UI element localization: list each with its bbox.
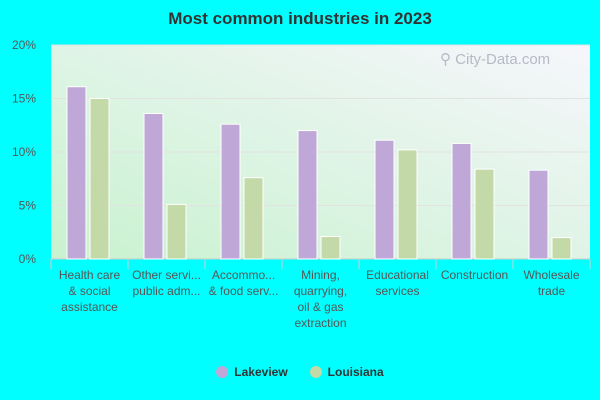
bar-louisiana <box>551 237 572 260</box>
bar-louisiana <box>243 177 264 260</box>
bar-lakeview <box>528 169 549 260</box>
x-category-label: Construction <box>441 268 508 282</box>
x-category-label: Educational <box>366 268 429 282</box>
x-category-label: oil & gas <box>297 300 343 314</box>
x-category-label: services <box>375 284 419 298</box>
x-category-label: & food serv... <box>209 284 279 298</box>
chart-title: Most common industries in 2023 <box>168 9 432 28</box>
x-category-label: assistance <box>61 300 118 314</box>
bar-louisiana <box>89 98 110 260</box>
legend-label: Lakeview <box>234 365 288 379</box>
x-category-label: Accommo... <box>212 268 275 282</box>
legend-swatch <box>309 366 322 378</box>
x-category-label: extraction <box>294 316 346 330</box>
legend: Lakeview Louisiana <box>0 365 600 379</box>
bar-louisiana <box>397 149 418 260</box>
y-tick-label: 15% <box>12 92 36 106</box>
x-category-label: Mining, <box>301 268 340 282</box>
legend-item-louisiana[interactable]: Louisiana <box>309 365 384 379</box>
x-category-label: public adm... <box>132 284 200 298</box>
bar-louisiana <box>166 203 187 260</box>
bar-lakeview <box>220 123 241 260</box>
x-category-label: Wholesale <box>523 268 579 282</box>
bar-lakeview <box>143 112 164 260</box>
x-category-label: & social <box>68 284 110 298</box>
x-category-label: Other servi... <box>132 268 201 282</box>
bar-louisiana <box>320 236 341 260</box>
watermark-logo: ⚲ City-Data.com <box>440 51 551 68</box>
y-tick-label: 0% <box>19 252 37 266</box>
x-category-label: trade <box>538 284 566 298</box>
legend-swatch <box>216 366 229 378</box>
y-tick-label: 10% <box>12 145 36 159</box>
bar-lakeview <box>297 130 318 260</box>
y-tick-label: 5% <box>19 199 37 213</box>
legend-label: Louisiana <box>327 365 384 379</box>
bar-louisiana <box>474 168 495 260</box>
bar-lakeview <box>374 139 395 260</box>
bar-lakeview <box>66 86 87 260</box>
x-category-label: Health care <box>59 268 121 282</box>
bar-lakeview <box>451 142 472 260</box>
y-tick-label: 20% <box>12 38 36 52</box>
x-category-label: quarrying, <box>294 284 347 298</box>
legend-item-lakeview[interactable]: Lakeview <box>216 365 288 379</box>
